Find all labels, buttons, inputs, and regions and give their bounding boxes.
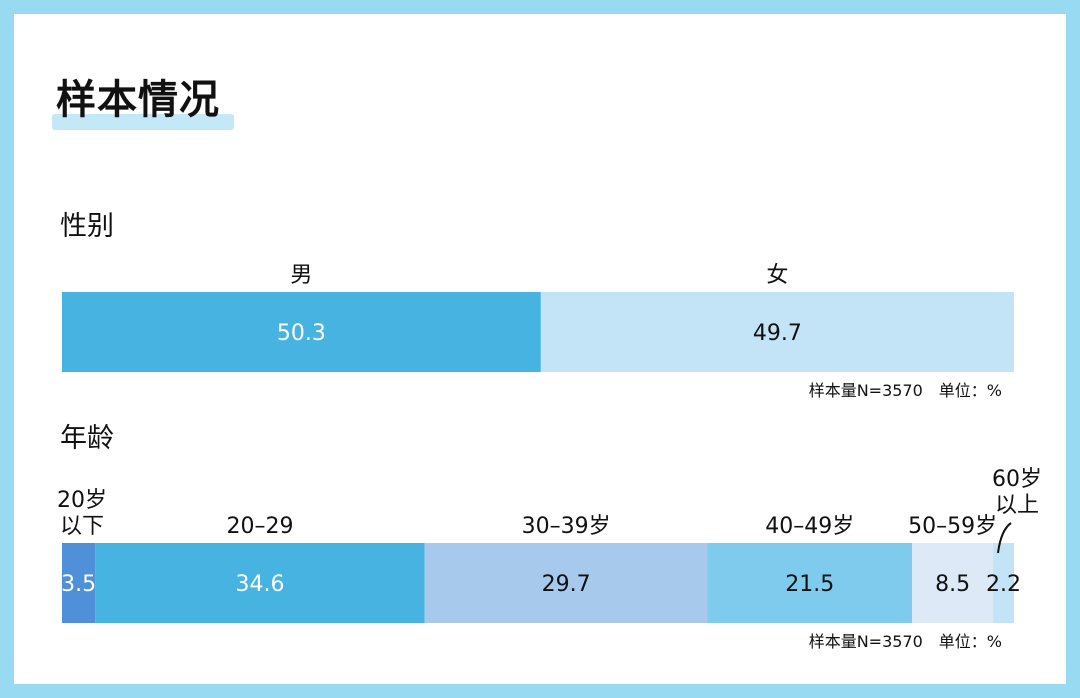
age-section-title: 年龄 (60, 423, 114, 454)
bar-value-label: 21.5 (785, 572, 834, 597)
gender-section-title: 性别 (60, 211, 114, 242)
label-pointer-line (997, 522, 1012, 554)
sample-note: 样本量N=3570 单位：% (809, 381, 1002, 400)
page-title: 样本情况 (56, 77, 220, 123)
bar-value-label: 29.7 (542, 572, 591, 597)
page-title-block: 样本情况 (50, 74, 234, 132)
bar-segment (540, 292, 1014, 372)
bar-value-label: 34.6 (236, 572, 285, 597)
bar-segment (62, 292, 541, 372)
category-label: 女 (766, 263, 788, 288)
category-label: 20–29 (227, 514, 294, 539)
bar-segment (424, 543, 708, 623)
age-bar-chart: 3.5 20岁以下 34.6 20–29 29.7 30–39岁 21.5 40–49岁 8.5… (57, 467, 1042, 651)
bar-value-label: 49.7 (753, 321, 802, 346)
bar-segment (912, 543, 994, 623)
bar-segment (707, 543, 913, 623)
bar-segment (993, 543, 1014, 623)
category-label: 60岁以上 (992, 467, 1042, 518)
sample-note: 样本量N=3570 单位：% (809, 632, 1002, 651)
bar-segment (95, 543, 425, 623)
bar-value-label: 3.5 (61, 572, 96, 597)
bar-value-label: 50.3 (277, 321, 326, 346)
category-label: 20岁以下 (57, 488, 107, 539)
bar-value-label: 2.2 (986, 572, 1021, 597)
category-label: 男 (290, 263, 312, 288)
bar-value-label: 8.5 (935, 572, 970, 597)
title-highlight (52, 114, 234, 130)
category-label: 40–49岁 (765, 514, 854, 539)
bar-segment (62, 543, 96, 623)
category-label: 30–39岁 (522, 514, 611, 539)
category-label: 50–59岁 (908, 514, 997, 539)
